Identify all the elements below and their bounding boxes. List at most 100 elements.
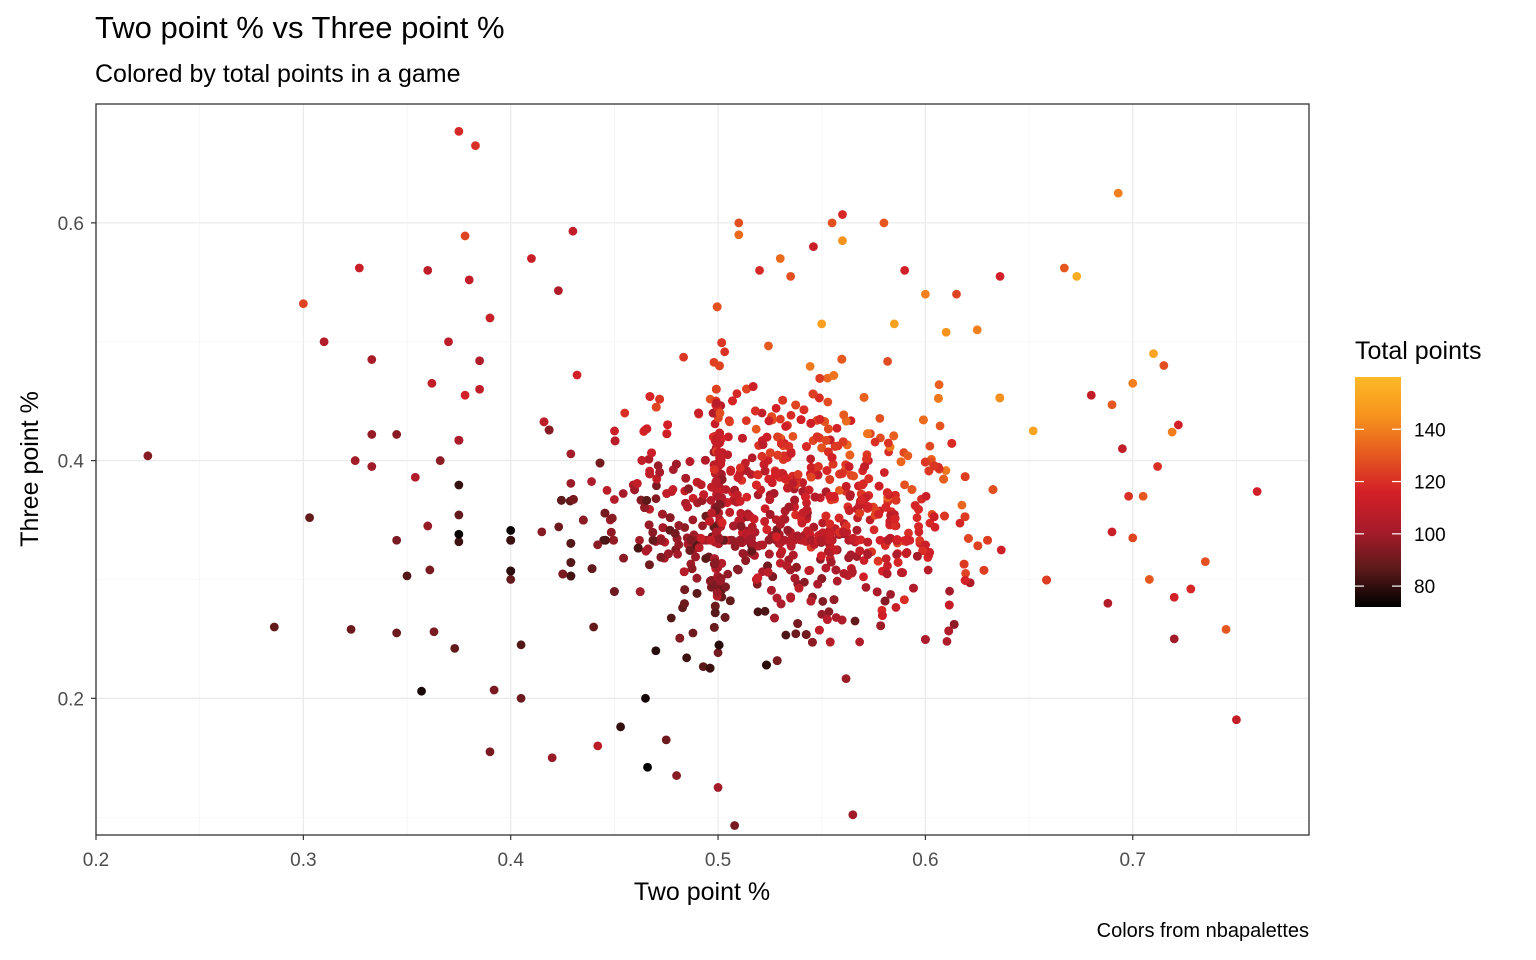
data-point bbox=[645, 392, 655, 401]
data-point bbox=[780, 474, 790, 484]
data-points bbox=[143, 126, 1262, 830]
data-point bbox=[823, 615, 832, 624]
data-point bbox=[782, 561, 792, 570]
data-point bbox=[460, 390, 470, 400]
data-point bbox=[769, 489, 779, 498]
data-point bbox=[1153, 462, 1163, 471]
data-point bbox=[923, 565, 933, 575]
data-point bbox=[825, 491, 835, 501]
data-point bbox=[881, 502, 891, 512]
data-point bbox=[786, 540, 796, 549]
data-point bbox=[821, 511, 831, 521]
data-point bbox=[775, 414, 785, 424]
data-point bbox=[813, 579, 823, 589]
data-point bbox=[506, 566, 516, 576]
data-point bbox=[747, 453, 757, 463]
data-point bbox=[791, 400, 801, 410]
data-point bbox=[806, 418, 816, 428]
data-point bbox=[760, 504, 770, 514]
data-point bbox=[909, 583, 918, 593]
legend-tick-label: 80 bbox=[1414, 577, 1435, 598]
data-point bbox=[862, 454, 871, 464]
data-point bbox=[1144, 575, 1154, 584]
data-point bbox=[694, 408, 703, 418]
data-point bbox=[912, 513, 922, 523]
data-point bbox=[684, 484, 693, 494]
data-point bbox=[656, 552, 666, 562]
data-point bbox=[692, 588, 702, 598]
data-point bbox=[1059, 263, 1069, 273]
data-point bbox=[319, 337, 329, 347]
data-point bbox=[812, 432, 822, 442]
data-point bbox=[874, 509, 883, 519]
data-point bbox=[632, 479, 642, 488]
data-point bbox=[837, 468, 847, 478]
data-point bbox=[815, 414, 825, 424]
data-point bbox=[831, 545, 840, 555]
data-point bbox=[892, 535, 902, 544]
data-point bbox=[1117, 444, 1127, 454]
data-point bbox=[706, 535, 716, 545]
data-point bbox=[900, 266, 910, 275]
data-point bbox=[855, 508, 865, 518]
data-point bbox=[786, 449, 796, 458]
data-point bbox=[668, 485, 678, 494]
data-point bbox=[804, 485, 814, 495]
data-point bbox=[960, 512, 970, 522]
data-point bbox=[827, 218, 837, 228]
data-point bbox=[834, 513, 844, 523]
data-point bbox=[710, 601, 720, 611]
data-point bbox=[772, 656, 782, 666]
data-point bbox=[736, 509, 746, 518]
data-point bbox=[823, 397, 833, 407]
data-point bbox=[763, 567, 773, 577]
data-point bbox=[826, 557, 836, 567]
data-point bbox=[863, 550, 873, 559]
data-point bbox=[764, 416, 774, 426]
data-point bbox=[830, 441, 840, 451]
data-point bbox=[410, 472, 420, 482]
data-point bbox=[849, 471, 859, 481]
data-point bbox=[644, 520, 654, 530]
data-point bbox=[949, 619, 959, 629]
data-point bbox=[863, 429, 872, 439]
data-point bbox=[713, 783, 723, 792]
data-point bbox=[930, 522, 940, 532]
data-point bbox=[841, 481, 851, 491]
data-point bbox=[952, 289, 961, 299]
data-point bbox=[914, 522, 923, 531]
data-point bbox=[698, 662, 708, 672]
data-point bbox=[661, 735, 671, 745]
data-point bbox=[1028, 426, 1038, 436]
data-point bbox=[392, 430, 402, 439]
data-point bbox=[767, 585, 776, 595]
data-point bbox=[269, 622, 279, 632]
data-point bbox=[834, 485, 844, 495]
data-point bbox=[715, 361, 724, 371]
data-point bbox=[748, 382, 758, 391]
data-point bbox=[641, 693, 650, 703]
data-point bbox=[765, 495, 775, 504]
data-point bbox=[996, 545, 1006, 555]
data-point bbox=[143, 451, 153, 461]
data-point bbox=[845, 450, 855, 460]
plot-border bbox=[95, 103, 1310, 836]
data-point bbox=[753, 470, 763, 480]
data-point bbox=[929, 461, 939, 471]
data-point bbox=[578, 515, 588, 525]
data-point bbox=[919, 415, 928, 425]
data-point bbox=[610, 436, 620, 446]
data-point bbox=[771, 403, 781, 413]
data-point bbox=[675, 633, 685, 643]
data-point bbox=[793, 619, 803, 628]
data-point bbox=[635, 587, 645, 597]
data-point bbox=[707, 482, 717, 492]
data-point bbox=[882, 569, 892, 579]
data-point bbox=[776, 599, 786, 609]
data-point bbox=[593, 540, 603, 550]
data-point bbox=[786, 410, 796, 420]
data-point bbox=[568, 226, 578, 236]
data-point bbox=[733, 473, 743, 482]
data-point bbox=[816, 551, 826, 561]
data-point bbox=[734, 218, 744, 228]
